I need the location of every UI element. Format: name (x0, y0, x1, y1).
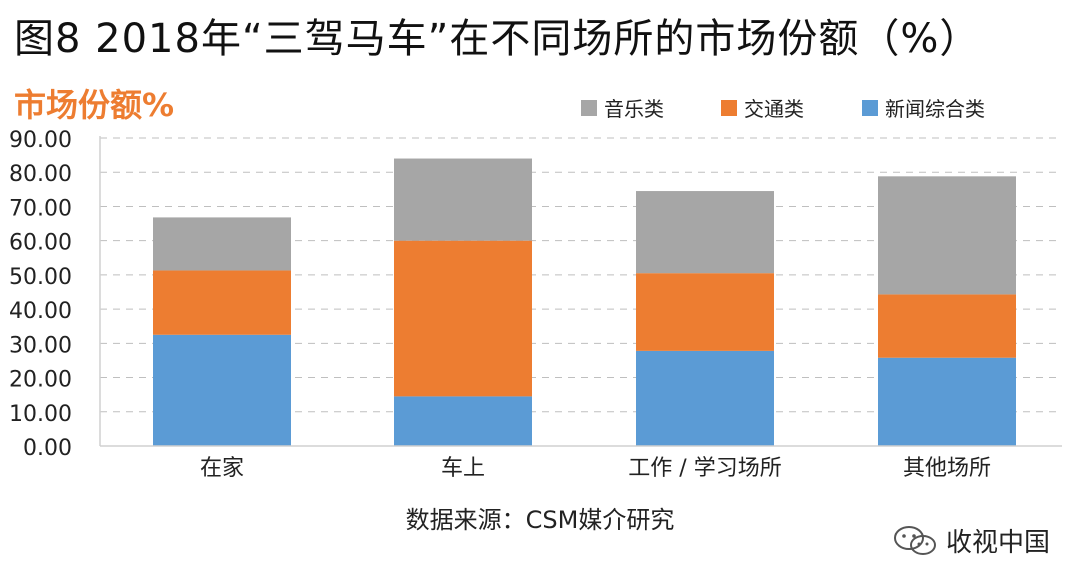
y-tick-label: 90.00 (9, 128, 72, 153)
wechat-icon (893, 525, 936, 555)
legend-swatch-traffic (721, 100, 737, 116)
bar-segment-news (394, 396, 532, 446)
bar-segment-traffic (878, 294, 1016, 358)
legend-label-news: 新闻综合类 (885, 97, 985, 121)
y-tick-label: 0.00 (23, 436, 72, 461)
y-tick-label: 70.00 (9, 196, 72, 221)
legend-swatch-news (862, 100, 878, 116)
y-tick-label: 20.00 (9, 368, 72, 393)
bar-segment-music (878, 176, 1016, 295)
axes: 0.00 10.00 20.00 30.00 40.00 50.00 60.00 70.00 8… (9, 128, 1062, 481)
y-axis-title: 市场份额% (14, 86, 174, 124)
legend: 音乐类 交通类 新闻综合类 (581, 97, 985, 121)
bar-segment-traffic (153, 270, 291, 335)
page-title: 图8 2018年“三驾马车”在不同场所的市场份额（%） (14, 16, 981, 62)
x-tick-label: 其他场所 (903, 456, 991, 481)
bar-segment-traffic (394, 240, 532, 397)
y-tick-label: 80.00 (9, 162, 72, 187)
y-tick-label: 50.00 (9, 265, 72, 290)
legend-swatch-music (581, 100, 597, 116)
watermark: 收视中国 (892, 522, 1050, 559)
bar-segment-news (636, 350, 774, 446)
watermark-text: 收视中国 (945, 528, 1050, 558)
x-tick-label: 在家 (200, 456, 244, 481)
bar-segment-music (153, 217, 291, 271)
y-tick-label: 10.00 (9, 402, 72, 427)
x-tick-label: 工作 / 学习场所 (628, 456, 781, 481)
bar-segment-traffic (636, 273, 774, 351)
legend-label-music: 音乐类 (604, 97, 664, 121)
bar-segment-music (636, 191, 774, 274)
legend-label-traffic: 交通类 (744, 97, 804, 121)
y-tick-label: 30.00 (9, 333, 72, 358)
source-note: 数据来源：CSM媒介研究 (405, 506, 675, 534)
x-tick-label: 车上 (441, 456, 485, 481)
y-tick-label: 60.00 (9, 231, 72, 256)
stacked-bar-chart: 0.00 10.00 20.00 30.00 40.00 50.00 60.00 70.00 8… (9, 86, 1062, 481)
bar-segment-news (878, 357, 1016, 446)
bars (153, 158, 1016, 446)
y-tick-label: 40.00 (9, 299, 72, 324)
bar-segment-music (394, 158, 532, 241)
bar-segment-news (153, 334, 291, 446)
